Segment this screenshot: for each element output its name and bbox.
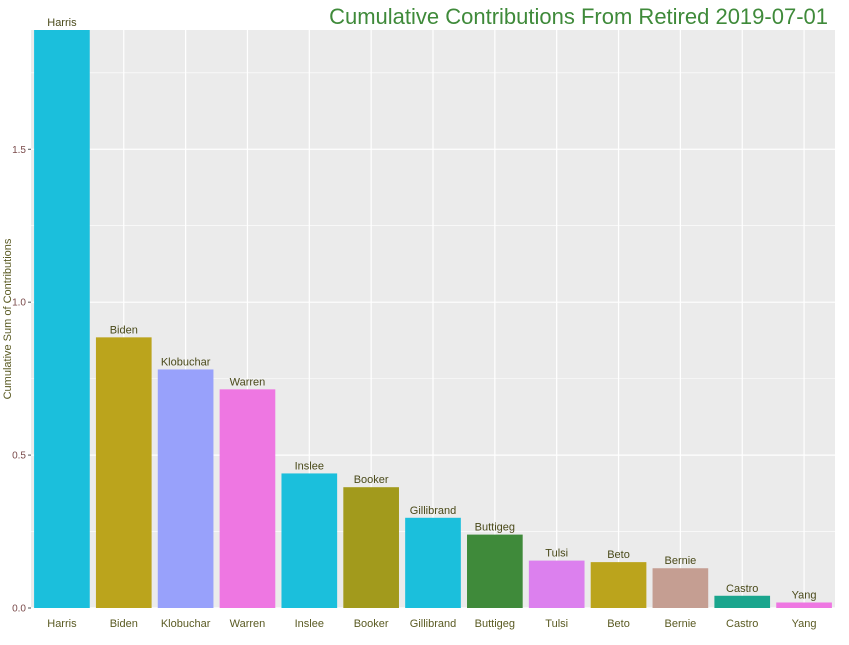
bar-castro	[714, 595, 771, 608]
bar-inslee	[281, 473, 338, 608]
y-ticks-group: 0.0 0.5 1.0 1.5	[12, 145, 31, 615]
bar-beto	[590, 562, 647, 608]
bar-biden	[95, 337, 152, 608]
data-label: Castro	[726, 583, 758, 595]
bar-booker	[343, 487, 399, 608]
data-label: Bernie	[664, 555, 696, 567]
x-tick-label: Klobuchar	[161, 618, 211, 630]
x-tick-label: Gillibrand	[410, 618, 456, 630]
data-label: Buttigeg	[475, 522, 515, 534]
data-label: Booker	[354, 474, 389, 486]
x-tick-label: Inslee	[295, 618, 324, 630]
data-label: Tulsi	[545, 548, 568, 560]
x-tick-label: Tulsi	[545, 618, 568, 630]
x-tick-label: Yang	[792, 618, 817, 630]
data-label: Harris	[47, 17, 77, 29]
x-tick-label: Warren	[230, 618, 266, 630]
y-tick-label: 1.5	[12, 145, 26, 156]
data-label: Inslee	[295, 460, 324, 472]
bar-bernie	[652, 568, 709, 608]
x-tick-label: Booker	[354, 618, 389, 630]
chart-title: Cumulative Contributions From Retired 20…	[329, 4, 828, 29]
y-tick-label: 1.0	[12, 298, 26, 309]
bar-harris	[34, 30, 90, 608]
bar-gillibrand	[405, 517, 461, 608]
bar-yang	[776, 602, 832, 608]
x-tick-label: Bernie	[664, 618, 696, 630]
bar-warren	[219, 389, 276, 608]
x-tick-label: Castro	[726, 618, 758, 630]
data-label: Biden	[110, 324, 138, 336]
bar-buttigeg	[467, 534, 523, 608]
data-label: Klobuchar	[161, 356, 211, 368]
data-label: Beto	[607, 549, 630, 561]
x-tick-label: Buttigeg	[475, 618, 515, 630]
data-label: Warren	[230, 376, 266, 388]
bar-tulsi	[528, 560, 585, 608]
data-label: Gillibrand	[410, 505, 456, 517]
y-axis-label: Cumulative Sum of Contributions	[2, 238, 14, 399]
x-tick-label: Biden	[110, 618, 138, 630]
bars-group	[34, 30, 832, 608]
x-tick-label: Harris	[47, 618, 77, 630]
x-tick-label: Beto	[607, 618, 630, 630]
y-tick-label: 0.0	[12, 604, 26, 615]
bar-klobuchar	[157, 369, 214, 608]
y-tick-label: 0.5	[12, 451, 26, 462]
data-labels-group: Harris Biden Klobuchar Warren Inslee Booker Gi…	[47, 17, 816, 601]
x-ticks-group: Harris Biden Klobuchar Warren Inslee Booker Gi…	[47, 618, 816, 630]
data-label: Yang	[792, 589, 817, 601]
